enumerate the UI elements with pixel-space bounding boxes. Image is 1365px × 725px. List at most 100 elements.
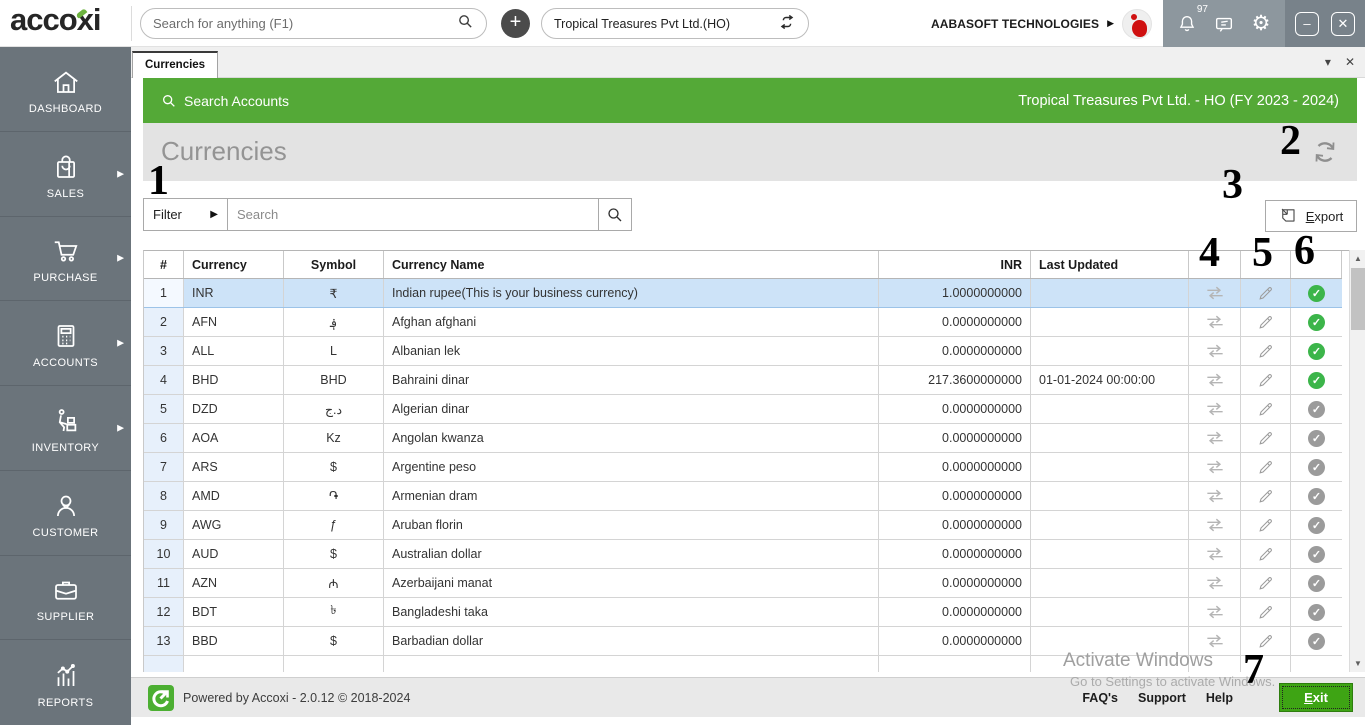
table-search-input[interactable]: [228, 199, 598, 230]
table-row-azn[interactable]: 11 AZN ₼ Azerbaijani manat 0.0000000000 ✓: [144, 569, 1342, 598]
status-check-icon[interactable]: ✓: [1291, 511, 1342, 539]
sidebar-item-inventory[interactable]: INVENTORY ▶: [0, 386, 131, 471]
sidebar-item-sales[interactable]: SALES ▶: [0, 132, 131, 217]
exchange-rate-icon[interactable]: [1189, 279, 1241, 307]
table-row-all[interactable]: 3 ALL L Albanian lek 0.0000000000 ✓: [144, 337, 1342, 366]
switch-company-icon[interactable]: [778, 13, 796, 34]
status-check-icon[interactable]: ✓: [1291, 279, 1342, 307]
scrollbar-thumb[interactable]: [1351, 268, 1365, 330]
status-check-icon[interactable]: ✓: [1291, 424, 1342, 452]
table-search-button[interactable]: [598, 198, 632, 231]
exchange-rate-icon[interactable]: [1189, 627, 1241, 655]
status-check-icon[interactable]: ✓: [1291, 395, 1342, 423]
edit-pencil-icon[interactable]: [1241, 569, 1291, 597]
edit-pencil-icon[interactable]: [1241, 540, 1291, 568]
column-header-currency-name[interactable]: Currency Name: [384, 251, 879, 278]
settings-gear-icon[interactable]: ⚙: [1251, 11, 1271, 35]
search-accounts-button[interactable]: Search Accounts: [161, 93, 289, 109]
notifications-bell-icon[interactable]: 97: [1174, 4, 1208, 37]
footer-link-help[interactable]: Help: [1205, 691, 1233, 705]
status-check-icon[interactable]: ✓: [1291, 569, 1342, 597]
company-selector[interactable]: Tropical Treasures Pvt Ltd.(HO): [541, 8, 809, 39]
status-check-icon[interactable]: ✓: [1291, 453, 1342, 481]
footer-link-support[interactable]: Support: [1137, 691, 1186, 705]
tab-currencies[interactable]: Currencies: [132, 51, 219, 78]
global-search-input[interactable]: [153, 16, 457, 31]
table-row-ars[interactable]: 7 ARS $ Argentine peso 0.0000000000 ✓: [144, 453, 1342, 482]
edit-pencil-icon[interactable]: [1241, 482, 1291, 510]
edit-pencil-icon[interactable]: [1241, 337, 1291, 365]
minimize-window-button[interactable]: –: [1295, 11, 1319, 36]
filter-button[interactable]: Filter ▶: [143, 198, 228, 231]
exchange-rate-icon[interactable]: [1189, 569, 1241, 597]
list-toolbar: Filter ▶ Export: [131, 181, 1365, 250]
edit-pencil-icon[interactable]: [1241, 366, 1291, 394]
add-new-button[interactable]: +: [501, 9, 530, 38]
table-row-bhd[interactable]: 4 BHD BHD Bahraini dinar 217.3600000000 01-01…: [144, 366, 1342, 395]
edit-pencil-icon[interactable]: [1241, 424, 1291, 452]
edit-pencil-icon[interactable]: [1241, 511, 1291, 539]
edit-pencil-icon[interactable]: [1241, 627, 1291, 655]
column-header-currency[interactable]: Currency: [184, 251, 284, 278]
table-row-bdt[interactable]: 12 BDT ৳ Bangladeshi taka 0.0000000000 ✓: [144, 598, 1342, 627]
column-header-number[interactable]: #: [144, 251, 184, 278]
table-row-afn[interactable]: 2 AFN ؋ Afghan afghani 0.0000000000 ✓: [144, 308, 1342, 337]
exchange-rate-icon[interactable]: [1189, 511, 1241, 539]
exchange-rate-icon[interactable]: [1189, 308, 1241, 336]
currency-name-cell: Bangladeshi taka: [384, 598, 879, 626]
global-search-box[interactable]: [140, 8, 487, 39]
sidebar-item-reports[interactable]: REPORTS: [0, 640, 131, 725]
edit-pencil-icon[interactable]: [1241, 453, 1291, 481]
sidebar-item-customer[interactable]: CUSTOMER: [0, 471, 131, 556]
edit-pencil-icon[interactable]: [1241, 279, 1291, 307]
status-check-icon[interactable]: ✓: [1291, 598, 1342, 626]
table-row-bbd[interactable]: 13 BBD $ Barbadian dollar 0.0000000000 ✓: [144, 627, 1342, 656]
scroll-up-icon[interactable]: ▲: [1354, 254, 1362, 263]
status-check-icon[interactable]: ✓: [1291, 308, 1342, 336]
status-check-icon[interactable]: ✓: [1291, 540, 1342, 568]
table-search-box[interactable]: [227, 198, 599, 231]
exchange-rate-icon[interactable]: [1189, 337, 1241, 365]
exchange-rate-icon[interactable]: [1189, 482, 1241, 510]
scroll-down-icon[interactable]: ▼: [1354, 659, 1362, 668]
status-check-icon[interactable]: ✓: [1291, 627, 1342, 655]
footer-link-faqs[interactable]: FAQ's: [1082, 691, 1118, 705]
tab-list-dropdown-icon[interactable]: ▾: [1324, 55, 1331, 69]
table-row-inr[interactable]: 1 INR ₹ Indian rupee(This is your business …: [144, 279, 1342, 308]
column-header-inr[interactable]: INR: [879, 251, 1031, 278]
search-icon[interactable]: [457, 13, 474, 35]
edit-pencil-icon[interactable]: [1241, 598, 1291, 626]
close-tab-icon[interactable]: ✕: [1344, 55, 1355, 69]
exchange-rate-icon[interactable]: [1189, 540, 1241, 568]
messages-icon[interactable]: [1211, 11, 1237, 37]
exchange-rate-icon[interactable]: [1189, 366, 1241, 394]
exit-button[interactable]: Exit: [1279, 683, 1353, 712]
table-row-aud[interactable]: 10 AUD $ Australian dollar 0.0000000000 ✓: [144, 540, 1342, 569]
vertical-scrollbar[interactable]: ▲ ▼: [1349, 250, 1365, 672]
sidebar-item-supplier[interactable]: SUPPLIER: [0, 556, 131, 641]
close-window-button[interactable]: ✕: [1331, 11, 1355, 36]
exchange-rate-icon[interactable]: [1189, 395, 1241, 423]
table-row-amd[interactable]: 8 AMD ֏ Armenian dram 0.0000000000 ✓: [144, 482, 1342, 511]
table-row-awg[interactable]: 9 AWG ƒ Aruban florin 0.0000000000 ✓: [144, 511, 1342, 540]
edit-pencil-icon[interactable]: [1241, 308, 1291, 336]
exchange-rate-icon[interactable]: [1189, 424, 1241, 452]
organization-name[interactable]: AABASOFT TECHNOLOGIES: [930, 16, 1100, 31]
table-row-dzd[interactable]: 5 DZD د.ج Algerian dinar 0.0000000000 ✓: [144, 395, 1342, 424]
status-check-icon[interactable]: ✓: [1291, 482, 1342, 510]
row-number-cell: 6: [144, 424, 184, 452]
exchange-rate-icon[interactable]: [1189, 453, 1241, 481]
sidebar-item-dashboard[interactable]: DASHBOARD: [0, 47, 131, 132]
sidebar-item-accounts[interactable]: ACCOUNTS ▶: [0, 301, 131, 386]
exchange-rate-icon[interactable]: [1189, 598, 1241, 626]
status-check-icon[interactable]: ✓: [1291, 366, 1342, 394]
refresh-icon[interactable]: [1311, 138, 1339, 166]
table-row-aoa[interactable]: 6 AOA Kz Angolan kwanza 0.0000000000 ✓: [144, 424, 1342, 453]
sidebar-item-purchase[interactable]: PURCHASE ▶: [0, 217, 131, 302]
column-header-last-updated[interactable]: Last Updated: [1031, 251, 1189, 278]
edit-pencil-icon[interactable]: [1241, 395, 1291, 423]
status-check-icon[interactable]: ✓: [1291, 337, 1342, 365]
user-avatar[interactable]: [1122, 8, 1152, 39]
column-header-symbol[interactable]: Symbol: [284, 251, 384, 278]
export-button[interactable]: Export: [1265, 200, 1357, 232]
